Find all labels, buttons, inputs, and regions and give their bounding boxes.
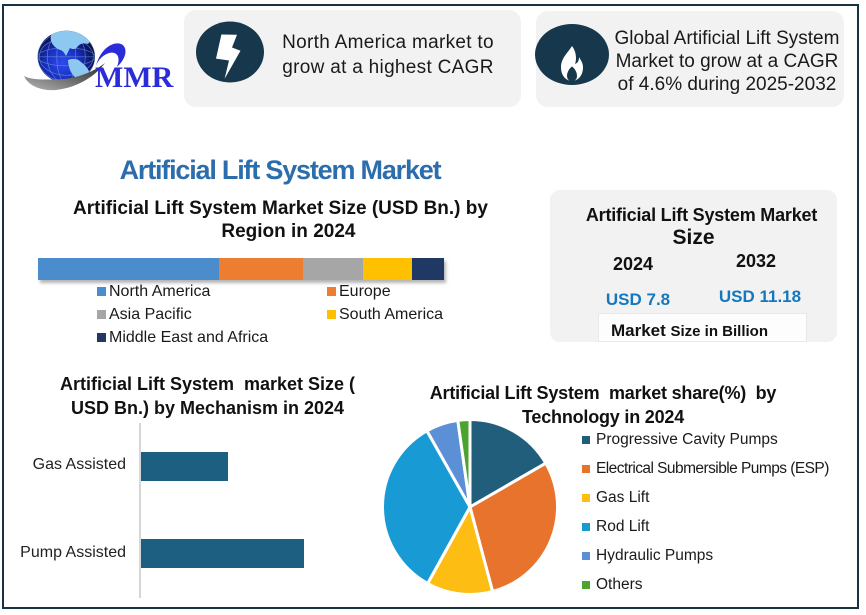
svg-text:MMR: MMR [95, 61, 174, 94]
